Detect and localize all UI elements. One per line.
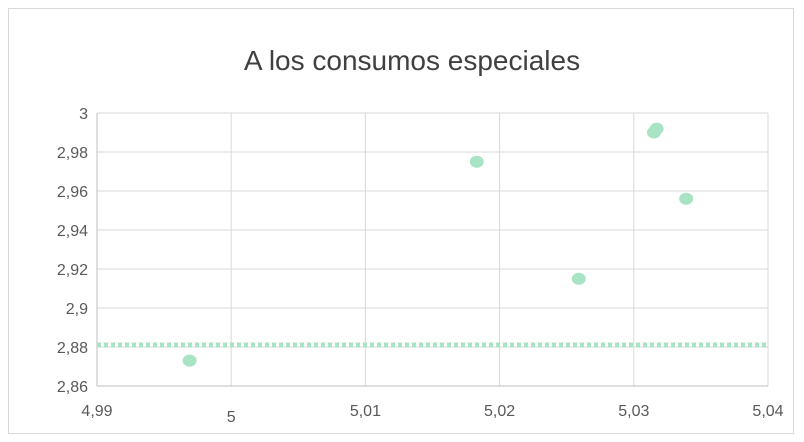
data-points bbox=[182, 122, 694, 367]
tick-labels: 2,86 2,88 2,9 2,92 2,94 2,96 2,98 3 4,99 5 5,01 5,0… bbox=[57, 106, 784, 426]
axes bbox=[96, 113, 768, 387]
x-tick-label: 5,04 bbox=[752, 403, 783, 420]
chart-frame bbox=[8, 8, 794, 434]
data-point bbox=[649, 122, 664, 135]
data-point bbox=[182, 354, 197, 367]
data-point bbox=[679, 192, 694, 205]
chart-title: A los consumos especiales bbox=[244, 45, 580, 76]
x-tick-label: 5,01 bbox=[350, 403, 381, 420]
y-tick-label: 2,88 bbox=[57, 340, 88, 357]
y-tick-label: 2,98 bbox=[57, 145, 88, 162]
y-tick-label: 2,92 bbox=[57, 262, 88, 279]
y-tick-label: 2,86 bbox=[57, 379, 88, 396]
data-point bbox=[571, 272, 586, 285]
y-tick-label: 2,96 bbox=[57, 184, 88, 201]
y-tick-label: 2,94 bbox=[57, 223, 88, 240]
x-tick-label: 5,03 bbox=[618, 403, 649, 420]
x-tick-label: 5,02 bbox=[484, 403, 515, 420]
x-tick-label: 4,99 bbox=[81, 403, 112, 420]
grid bbox=[97, 112, 769, 386]
x-tick-label: 5 bbox=[227, 409, 236, 426]
y-tick-label: 2,9 bbox=[66, 301, 88, 318]
data-point bbox=[469, 155, 484, 168]
y-tick-label: 3 bbox=[79, 106, 88, 123]
